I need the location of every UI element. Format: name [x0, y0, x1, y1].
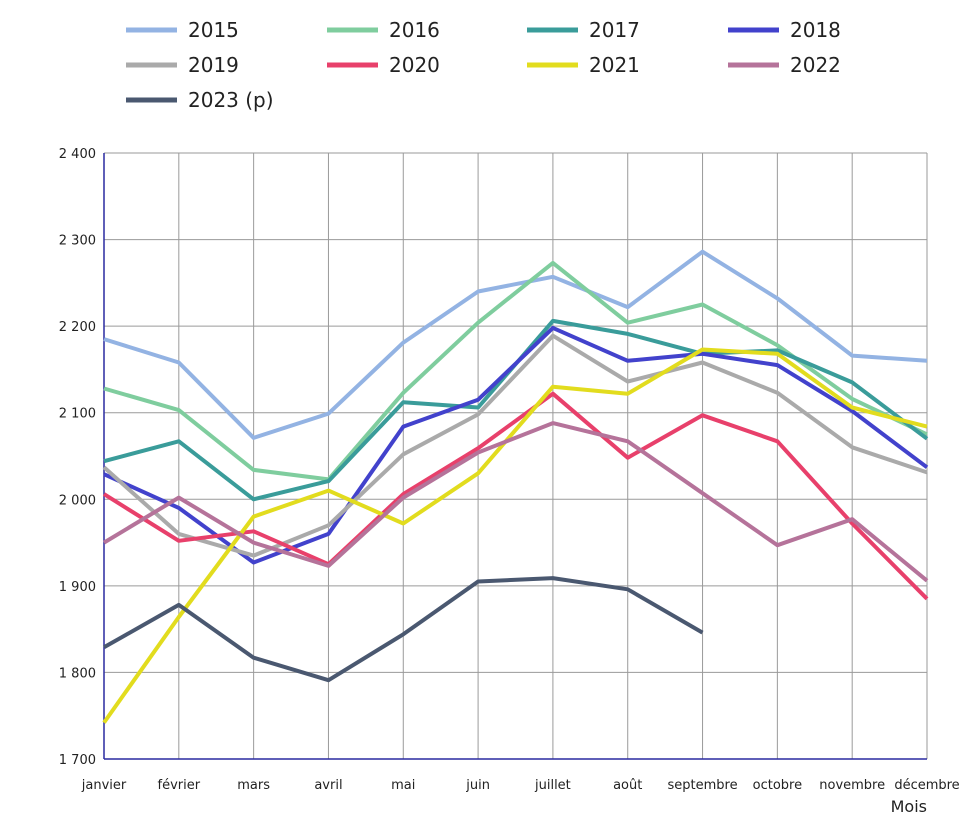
series-line-2015	[103, 249, 928, 440]
legend-label: 2017	[589, 18, 640, 42]
legend-item-2022: 2022	[728, 53, 841, 77]
legend-item-2020: 2020	[327, 53, 440, 77]
series-line-2022	[102, 421, 929, 583]
legend-label: 2022	[790, 53, 841, 77]
x-axis-label: Mois	[891, 797, 927, 816]
legend-item-2018: 2018	[728, 18, 841, 42]
x-tick-label-septembre: septembre	[667, 778, 737, 793]
legend-label: 2023 (p)	[188, 88, 274, 112]
legend-label: 2021	[589, 53, 640, 77]
x-tick-label-avril: avril	[314, 778, 342, 793]
x-tick-label-mai: mai	[391, 778, 415, 793]
x-tick-label-d-cembre: décembre	[894, 778, 959, 793]
legend-label: 2018	[790, 18, 841, 42]
series-line-2020	[102, 391, 929, 601]
series-line-2023-p	[103, 576, 704, 683]
y-tick-label: 2 400	[59, 147, 96, 162]
legend-label: 2019	[188, 53, 239, 77]
legend-label: 2016	[389, 18, 440, 42]
tick-labels: 1 700 1 800 1 900 2 000 2 100 2 200 2 300 2 400…	[59, 147, 960, 793]
y-tick-label: 2 200	[59, 320, 96, 335]
series-line-2019	[102, 333, 928, 558]
legend-item-2016: 2016	[327, 18, 440, 42]
x-tick-label-janvier: janvier	[81, 778, 127, 793]
legend-label: 2020	[389, 53, 440, 77]
x-tick-label-mars: mars	[237, 778, 270, 793]
y-tick-label: 1 800	[59, 666, 96, 681]
y-tick-label: 2 100	[59, 407, 96, 422]
legend-item-2019: 2019	[126, 53, 239, 77]
legend-item-2017: 2017	[527, 18, 640, 42]
legend-item-2021: 2021	[527, 53, 640, 77]
x-tick-label-juin: juin	[465, 778, 490, 793]
x-tick-label-f-vrier: février	[158, 778, 201, 793]
legend-item-2023-p: 2023 (p)	[126, 88, 274, 112]
axes	[103, 153, 927, 760]
x-tick-label-ao-t: août	[613, 778, 642, 793]
grid	[104, 152, 928, 760]
legend: 2015 2016 2017 2018 2019 2020 2021 2022 2023 (p)	[126, 18, 841, 112]
x-tick-label-novembre: novembre	[819, 778, 885, 793]
legend-label: 2015	[188, 18, 239, 42]
y-tick-label: 2 000	[59, 493, 96, 508]
x-tick-label-juillet: juillet	[534, 778, 571, 793]
y-tick-label: 1 900	[59, 580, 96, 595]
x-tick-label-octobre: octobre	[753, 778, 802, 793]
y-tick-label: 1 700	[59, 753, 96, 768]
legend-item-2015: 2015	[126, 18, 239, 42]
y-tick-label: 2 300	[59, 234, 96, 249]
series-group	[102, 249, 929, 724]
